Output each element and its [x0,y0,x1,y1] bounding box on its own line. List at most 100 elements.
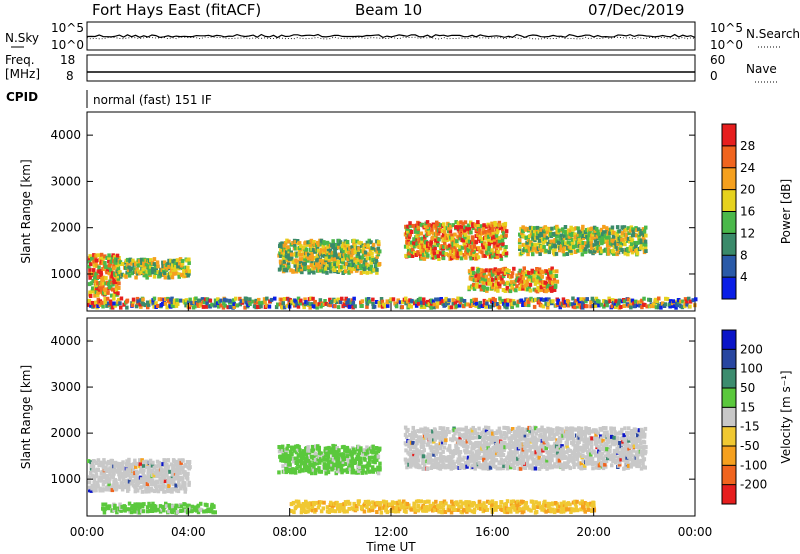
echo-cell [594,465,599,470]
echo-cell [478,235,482,240]
echo-cell [429,439,433,444]
echo-cell [312,270,316,275]
echo-cell [292,510,296,515]
echo-cell [586,237,591,242]
echo-cell [493,298,497,303]
echo-cell [132,509,137,514]
echo-cell [345,467,350,472]
echo-cell [140,458,144,463]
echo-cell [628,239,632,244]
echo-cell [558,443,562,448]
echo-cell [441,426,446,431]
echo-cell [453,232,457,237]
echo-cell [642,448,646,453]
echo-cell [356,464,360,469]
echo-cell [639,458,644,463]
echo-cell [547,455,551,460]
echo-cell [454,447,458,452]
echo-cell [145,275,149,280]
echo-cell [370,455,374,460]
echo-cell [611,239,616,244]
echo-cell [350,451,355,456]
echo-cell [501,466,505,471]
echo-cell [277,253,281,258]
echo-cell [438,446,443,451]
echo-cell [193,507,197,512]
echo-cell [645,304,649,309]
echo-cell [422,305,427,309]
echo-cell [512,301,517,306]
echo-cell [463,220,468,225]
echo-cell [478,249,482,254]
echo-cell [513,450,518,454]
echo-cell [102,458,106,463]
echo-cell [436,444,440,449]
echo-cell [352,262,356,267]
echo-cell [534,442,538,447]
echo-cell [589,304,593,309]
echo-cell [304,300,308,305]
echo-cell [425,455,429,460]
echo-cell [522,266,526,271]
echo-cell [657,296,661,301]
echo-cell [552,252,557,257]
echo-cell [510,271,515,276]
echo-cell [474,297,478,302]
echo-cell [289,445,294,450]
echo-cell [544,248,548,253]
echo-cell [101,304,105,309]
echo-cell [553,283,558,288]
echo-cell [643,242,648,247]
echo-cell [452,461,456,466]
echo-cell [187,271,191,276]
echo-cell [503,298,508,303]
echo-cell [296,304,301,309]
echo-cell [302,305,306,310]
echo-cell [503,270,508,275]
echo-cell [493,253,497,258]
echo-cell [317,466,321,471]
echo-cell [478,446,482,451]
echo-cell [436,222,441,227]
echo-cell [524,236,528,240]
echo-cell [96,304,100,309]
echo-cell [521,284,525,289]
echo-cell [546,462,550,467]
echo-cell [550,455,554,460]
echo-cell [135,267,139,272]
echo-cell [416,225,420,230]
echo-cell [255,300,260,305]
echo-cell [352,296,356,301]
echo-cell [330,299,334,304]
echo-cell [341,244,345,249]
echo-cell [644,449,648,454]
echo-cell [601,239,606,244]
echo-cell [632,444,637,449]
echo-cell [539,227,543,232]
echo-cell [476,246,481,251]
echo-cell [129,462,133,467]
echo-cell [94,472,99,477]
echo-cell [319,451,323,456]
echo-cell [560,427,564,432]
echo-cell [539,452,543,456]
echo-cell [509,443,513,448]
echo-cell [497,268,501,273]
echo-cell [626,252,630,257]
echo-cell [143,481,147,486]
echo-cell [199,508,204,512]
echo-cell [242,298,246,303]
echo-cell [312,240,316,244]
echo-cell [572,244,576,249]
echo-cell [639,434,643,439]
echo-cell [530,463,534,468]
echo-cell [88,254,92,259]
echo-cell [614,454,618,459]
echo-cell [121,477,126,481]
echo-cell [612,251,616,256]
echo-cell [502,463,506,468]
echo-cell [145,300,150,305]
echo-cell [416,454,420,459]
echo-cell [333,463,338,468]
echo-cell [434,223,438,228]
